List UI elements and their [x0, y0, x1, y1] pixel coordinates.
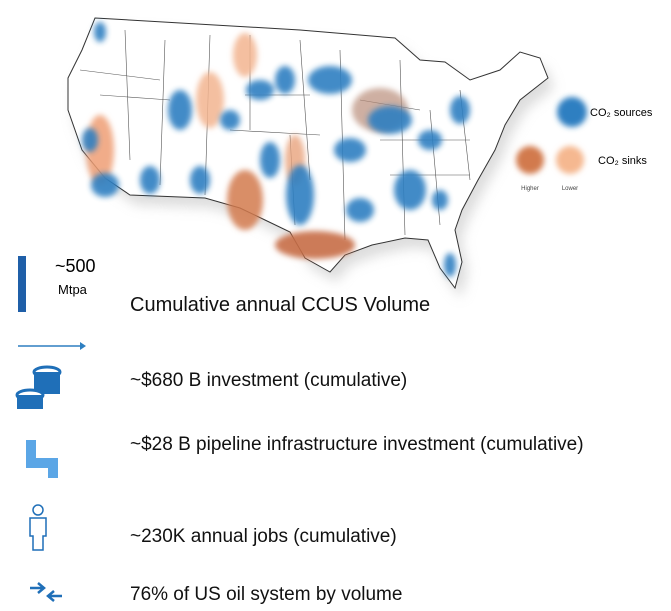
stat-investment: ~$680 B investment (cumulative) [130, 370, 408, 391]
lower-swatch [556, 146, 584, 174]
legend-sources: CO₂ sources [590, 107, 653, 119]
legend-lower: Lower [562, 186, 578, 192]
pipe-icon [26, 440, 58, 478]
stat-oil: 76% of US oil system by volume [130, 584, 403, 605]
stat-jobs: ~230K annual jobs (cumulative) [130, 526, 397, 547]
us-map [67, 17, 554, 298]
sources-swatch [557, 97, 587, 127]
scale-bar [18, 256, 26, 312]
scale-label: Cumulative annual CCUS Volume [130, 294, 431, 316]
co2-sources [82, 22, 470, 277]
person-icon [29, 504, 47, 551]
legend-sinks: CO₂ sinks [598, 155, 647, 167]
legend-higher: Higher [521, 186, 539, 192]
scale-arrow-head [80, 342, 86, 350]
scale-value: ~500 [55, 256, 96, 276]
stat-pipeline: ~$28 B pipeline infrastructure investmen… [130, 434, 584, 455]
higher-swatch [516, 146, 544, 174]
scale-unit: Mtpa [58, 282, 88, 297]
arrows-icon [30, 582, 62, 602]
legend: CO₂ sources CO₂ sinks Higher Lower [516, 97, 653, 192]
coins-icon [15, 365, 62, 409]
